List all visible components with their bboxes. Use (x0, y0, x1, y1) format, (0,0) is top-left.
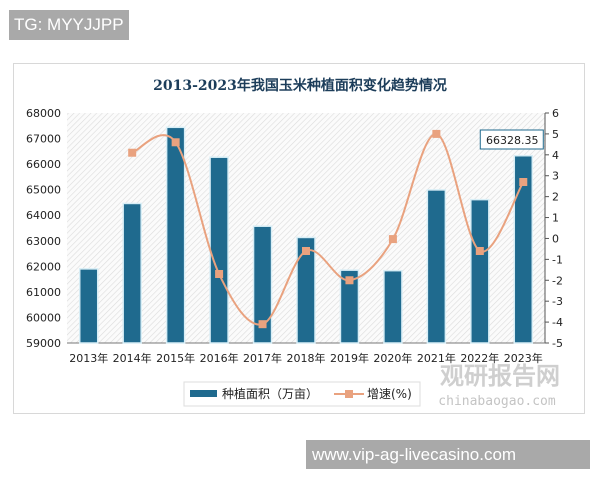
url-tag: www.vip-ag-livecasino.com (306, 440, 590, 469)
right-axis-tick: 1 (552, 212, 559, 225)
right-axis-tick: -3 (552, 295, 563, 308)
bar (383, 269, 403, 344)
right-axis-tick: 3 (552, 170, 559, 183)
left-axis-tick: 65000 (26, 184, 61, 197)
right-axis-tick: 5 (552, 128, 559, 141)
x-axis-tick: 2016年 (200, 351, 239, 365)
x-axis-tick: 2013年 (69, 351, 108, 365)
legend-bar-label: 种植面积（万亩） (222, 386, 318, 401)
left-axis-tick: 59000 (26, 337, 61, 350)
left-axis-tick: 60000 (26, 311, 61, 324)
bar (209, 156, 229, 344)
growth-marker (258, 320, 267, 329)
x-axis-tick: 2020年 (373, 351, 412, 365)
left-axis-tick: 62000 (26, 260, 61, 273)
chart-title: 2013-2023年我国玉米种植面积变化趋势情况 (153, 77, 447, 94)
right-axis-tick: 4 (552, 149, 559, 162)
left-axis-tick: 67000 (26, 133, 61, 146)
bar (78, 268, 99, 344)
growth-marker (171, 138, 180, 147)
bar (470, 198, 490, 344)
left-axis-tick: 63000 (26, 235, 61, 248)
x-axis-tick: 2014年 (113, 351, 152, 365)
growth-marker (432, 129, 441, 138)
legend-box (183, 381, 421, 407)
x-axis-tick: 2015年 (156, 351, 195, 365)
watermark-domain: chinabaogao.com (438, 394, 556, 409)
legend-line-label: 增速(%) (367, 387, 412, 401)
growth-marker (302, 247, 310, 255)
left-axis-tick: 61000 (26, 286, 61, 299)
right-axis-tick: -1 (552, 253, 563, 266)
growth-marker (215, 270, 224, 278)
data-label-box (479, 129, 544, 150)
bar (252, 225, 273, 344)
x-axis-tick: 2021年 (417, 351, 456, 365)
tg-tag: TG: MYYJJPP (9, 10, 129, 40)
bar (426, 189, 447, 344)
x-axis-tick: 2017年 (243, 351, 282, 365)
right-axis-tick: 6 (552, 107, 559, 120)
left-axis-tick: 68000 (26, 107, 61, 120)
x-axis-tick: 2019年 (330, 351, 369, 365)
legend-line-marker (345, 390, 353, 398)
chart-frame (13, 63, 585, 414)
x-axis-tick: 2023年 (504, 351, 543, 365)
bar (513, 154, 534, 344)
right-axis-tick: 0 (552, 232, 559, 245)
growth-marker (345, 276, 354, 285)
growth-marker (519, 178, 528, 186)
growth-marker (475, 247, 484, 255)
bar (296, 236, 316, 344)
right-axis-tick: -2 (552, 274, 563, 287)
data-label: 66328.35 (486, 134, 539, 147)
right-axis-tick: 2 (552, 191, 559, 204)
x-axis-tick: 2022年 (460, 351, 499, 365)
growth-marker (128, 148, 137, 157)
right-axis-tick: -5 (552, 337, 563, 350)
legend-bar-swatch (190, 390, 217, 397)
right-axis-tick: -4 (552, 316, 563, 329)
growth-marker (388, 235, 397, 244)
bar (339, 269, 360, 344)
bar (122, 202, 142, 344)
bar (165, 126, 186, 344)
growth-line (131, 132, 525, 326)
left-axis-tick: 66000 (26, 158, 61, 171)
left-axis-tick: 64000 (26, 209, 61, 222)
watermark-logo: 观研报告网 (440, 362, 560, 390)
x-axis-tick: 2018年 (287, 351, 326, 365)
